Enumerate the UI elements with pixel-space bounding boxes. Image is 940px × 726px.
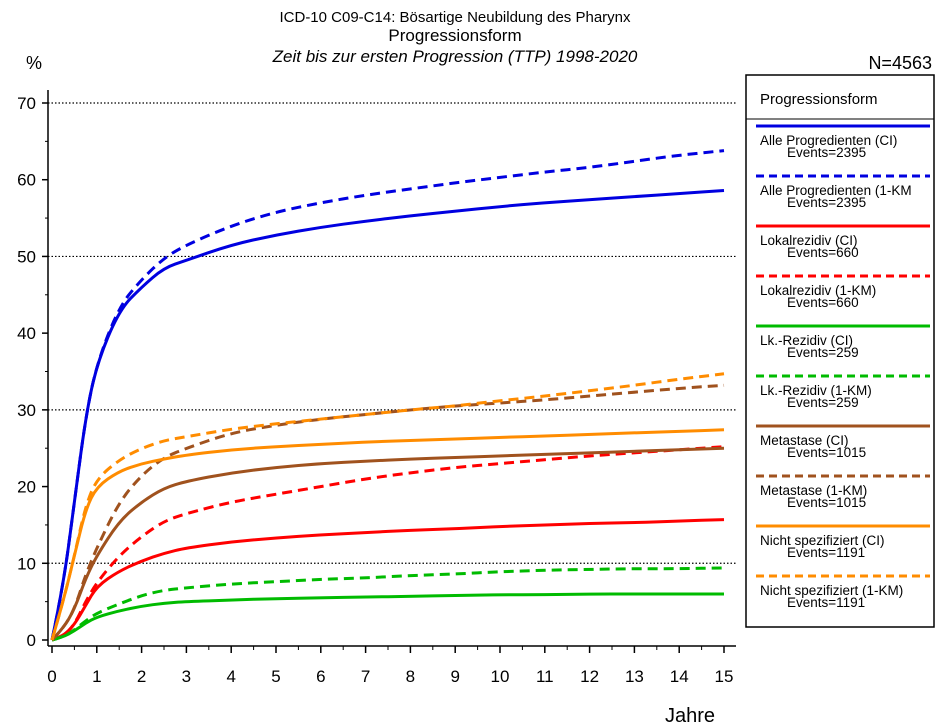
- legend-events: Events=259: [787, 345, 859, 360]
- legend-label: Lk.-Rezidiv (CI): [760, 333, 853, 348]
- y-tick-label: 0: [27, 631, 36, 650]
- legend-events: Events=259: [787, 395, 859, 410]
- chart-subtitle-period: Zeit bis zur ersten Progression (TTP) 19…: [272, 47, 638, 66]
- y-tick-label: 30: [17, 401, 36, 420]
- x-tick-label: 1: [92, 667, 101, 686]
- x-tick-label: 14: [670, 667, 689, 686]
- x-tick-label: 3: [182, 667, 191, 686]
- chart-title: ICD-10 C09-C14: Bösartige Neubildung des…: [279, 9, 631, 26]
- series-line-8: [50, 383, 725, 642]
- y-tick-label: 70: [17, 94, 36, 113]
- legend-events: Events=660: [787, 295, 859, 310]
- series-line-3: [51, 518, 725, 642]
- x-tick-label: 11: [536, 667, 554, 686]
- gridlines: [48, 102, 736, 564]
- legend-label: Lokalrezidiv (CI): [760, 233, 858, 248]
- x-tick-label: 0: [47, 667, 56, 686]
- legend-events: Events=1191: [787, 595, 865, 610]
- series-line-9: [50, 428, 725, 641]
- x-tick-label: 13: [625, 667, 644, 686]
- series-line-10: [50, 372, 725, 641]
- legend-label: Metastase (1-KM): [760, 483, 867, 498]
- x-tick-label: 6: [316, 667, 325, 686]
- legend-label: Alle Progredienten (CI): [760, 133, 897, 148]
- x-tick-label: 12: [580, 667, 599, 686]
- legend-events: Events=2395: [787, 195, 866, 210]
- legend-label: Nicht spezifiziert (1-KM): [760, 583, 903, 598]
- x-tick-label: 4: [226, 667, 235, 686]
- y-tick-label: 60: [17, 171, 36, 190]
- legend-label: Lk.-Rezidiv (1-KM): [760, 383, 872, 398]
- x-tick-label: 15: [715, 667, 734, 686]
- legend-events: Events=2395: [787, 145, 866, 160]
- y-tick-label: 10: [17, 554, 36, 573]
- legend-events: Events=1191: [787, 545, 865, 560]
- legend-events: Events=1015: [787, 495, 866, 510]
- legend-box: [745, 74, 935, 628]
- x-tick-label: 9: [450, 667, 459, 686]
- series-line-5: [51, 592, 724, 642]
- series-lines: [50, 149, 725, 642]
- legend: Progressionsform Alle Progredienten (CI)…: [745, 74, 935, 628]
- x-axis-label: Jahre: [665, 705, 715, 726]
- legend-label: Alle Progredienten (1-KM: [760, 183, 912, 198]
- y-tick-label: 40: [17, 324, 36, 343]
- x-tick-label: 2: [137, 667, 146, 686]
- x-tick-label: 8: [406, 667, 415, 686]
- legend-label: Lokalrezidiv (1-KM): [760, 283, 876, 298]
- series-line-1: [50, 189, 725, 641]
- series-line-2: [50, 149, 725, 641]
- legend-label: Nicht spezifiziert (CI): [760, 533, 885, 548]
- legend-label: Metastase (CI): [760, 433, 849, 448]
- y-axis-label: %: [26, 53, 42, 73]
- chart-subtitle: Progressionsform: [388, 26, 521, 45]
- y-tick-label: 50: [17, 247, 36, 266]
- x-tick-label: 10: [491, 667, 510, 686]
- legend-events: Events=1015: [787, 445, 866, 460]
- series-line-7: [50, 446, 725, 642]
- x-tick-label: 7: [361, 667, 370, 686]
- series-line-4: [51, 445, 725, 642]
- legend-title: Progressionsform: [760, 91, 878, 108]
- x-ticks: 0 1 2 3 4 5 6 7 8 9 10 11 12 13 14 15: [47, 646, 733, 686]
- n-label: N=4563: [868, 53, 932, 73]
- y-ticks: 0 10 20 30 40 50 60 70: [17, 94, 48, 650]
- x-tick-label: 5: [271, 667, 280, 686]
- y-tick-label: 20: [17, 478, 36, 497]
- legend-events: Events=660: [787, 245, 859, 260]
